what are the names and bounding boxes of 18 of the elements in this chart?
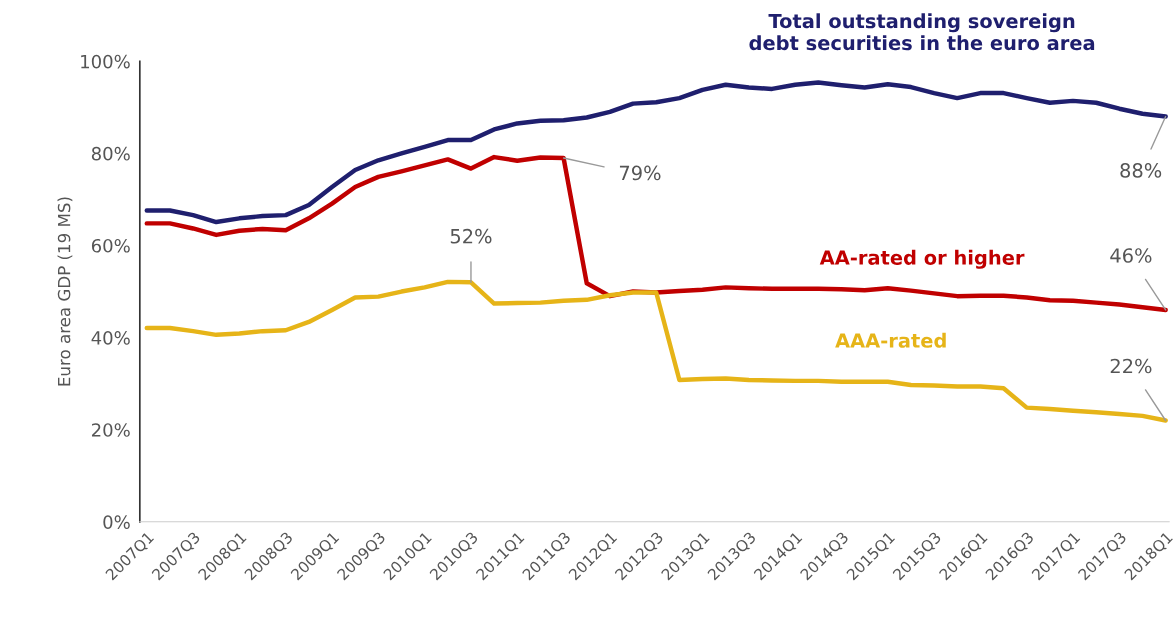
line-series — [144, 80, 1168, 225]
line-series — [144, 154, 1168, 313]
y-tick-label: 40% — [91, 331, 130, 345]
annotation: 46% — [1110, 248, 1152, 263]
series-label: AA-rated or higher — [819, 249, 1025, 269]
y-tick-label: 60% — [91, 238, 130, 253]
annotation: 52% — [450, 228, 492, 244]
y-tick-label: 0% — [103, 515, 130, 529]
y-axis-title: Euro area GDP (19 MS) — [57, 197, 73, 386]
line-series — [144, 279, 1168, 423]
y-tick-label: 100% — [81, 54, 130, 69]
y-tick-label: 80% — [91, 146, 130, 161]
annotation: 88% — [1120, 163, 1162, 178]
y-tick-label: 20% — [91, 423, 130, 437]
annotation: 22% — [1110, 358, 1152, 374]
series-label: Total outstanding sovereign debt securities in the euro area — [749, 13, 1095, 51]
annotation: 79% — [619, 165, 661, 181]
series-label: AAA-rated — [835, 332, 946, 348]
